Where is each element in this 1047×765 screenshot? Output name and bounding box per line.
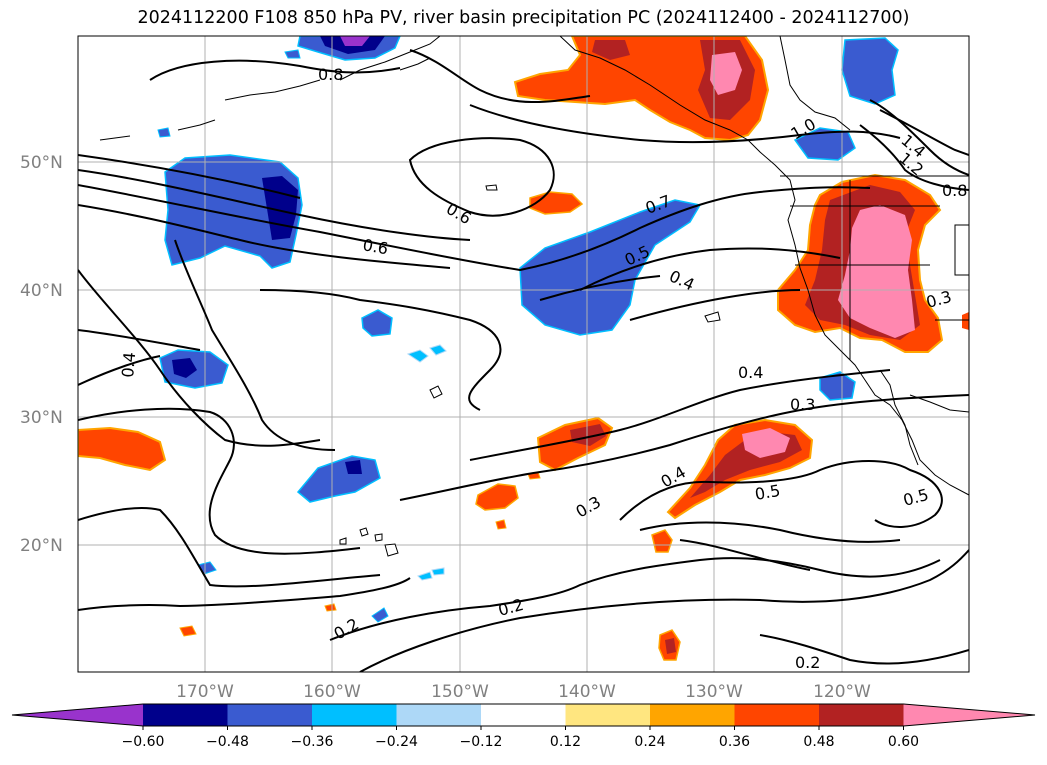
colorbar-bin bbox=[143, 704, 228, 726]
colorbar-bin bbox=[819, 704, 904, 726]
lon-label: 150°W bbox=[431, 682, 489, 702]
colorbar-bin bbox=[481, 704, 566, 726]
contour-label: 0.8 bbox=[942, 181, 967, 200]
colorbar-tick-label: 0.60 bbox=[888, 734, 919, 750]
colorbar-extend-max bbox=[903, 704, 1035, 726]
colorbar-bin bbox=[227, 704, 313, 726]
contour-0.3-south bbox=[399, 394, 969, 501]
lat-label: 40°N bbox=[20, 281, 63, 301]
colorbar-ticks: −0.60 −0.48 −0.36 −0.24 −0.12 0.12 0.24 0.36 0.4… bbox=[122, 726, 919, 750]
islands bbox=[339, 184, 721, 557]
pos-region-california-pink bbox=[838, 205, 915, 338]
contour-0.6-mid bbox=[78, 184, 871, 272]
neg-region-alaska-ne bbox=[841, 37, 899, 105]
colorbar-tick-label: −0.24 bbox=[375, 734, 418, 750]
longitude-labels: 170°W 160°W 150°W 140°W 130°W 120°W bbox=[176, 682, 871, 702]
contour-0.8-north bbox=[149, 59, 401, 81]
colorbar-tick-label: 0.12 bbox=[550, 734, 581, 750]
lon-label: 120°W bbox=[813, 682, 871, 702]
colorbar bbox=[11, 703, 1036, 727]
negative-precip-regions bbox=[157, 36, 899, 623]
lon-label: 130°W bbox=[685, 682, 743, 702]
lon-label: 140°W bbox=[558, 682, 616, 702]
contour-label: 0.2 bbox=[795, 653, 820, 672]
lat-label: 20°N bbox=[20, 536, 63, 556]
latitude-labels: 50°N 40°N 30°N 20°N bbox=[20, 153, 63, 556]
positive-precip-regions bbox=[78, 36, 969, 661]
colorbar-tick-label: −0.48 bbox=[206, 734, 249, 750]
lon-label: 160°W bbox=[303, 682, 361, 702]
colorbar-bin bbox=[734, 704, 820, 726]
contour-label: 0.3 bbox=[790, 395, 815, 414]
map-title: 2024112200 F108 850 hPa PV, river basin … bbox=[137, 8, 910, 28]
contour-label: 0.6 bbox=[361, 235, 389, 258]
colorbar-tick-label: 0.24 bbox=[634, 734, 665, 750]
colorbar-tick-label: −0.12 bbox=[460, 734, 503, 750]
colorbar-tick-label: 0.36 bbox=[719, 734, 750, 750]
colorbar-bin bbox=[565, 704, 651, 726]
contour-label: 0.4 bbox=[738, 363, 763, 382]
contour-label: 0.4 bbox=[118, 351, 139, 378]
colorbar-bin bbox=[312, 704, 397, 726]
lon-label: 170°W bbox=[176, 682, 234, 702]
pv-contours bbox=[78, 49, 969, 672]
colorbar-bin bbox=[650, 704, 735, 726]
pos-region-far-west bbox=[78, 426, 167, 472]
contour-0.4-mid bbox=[629, 289, 801, 321]
coastlines bbox=[99, 36, 969, 496]
colorbar-bin bbox=[396, 704, 482, 726]
colorbar-tick-label: −0.36 bbox=[291, 734, 334, 750]
contour-0.5-south bbox=[619, 460, 943, 528]
lat-label: 30°N bbox=[20, 408, 63, 428]
contour-label: 0.8 bbox=[318, 65, 343, 84]
neg-region-central bbox=[519, 199, 702, 336]
lat-label: 50°N bbox=[20, 153, 63, 173]
contour-label: 0.5 bbox=[753, 481, 781, 504]
colorbar-extend-min bbox=[12, 704, 143, 726]
map-panel: 0.8 1.0 1.4 1.2 0.8 0.6 0.6 0.7 0.5 0.4 … bbox=[78, 36, 969, 672]
map-frame bbox=[77, 35, 970, 673]
colorbar-tick-label: −0.60 bbox=[122, 734, 165, 750]
colorbar-tick-label: 0.48 bbox=[803, 734, 834, 750]
